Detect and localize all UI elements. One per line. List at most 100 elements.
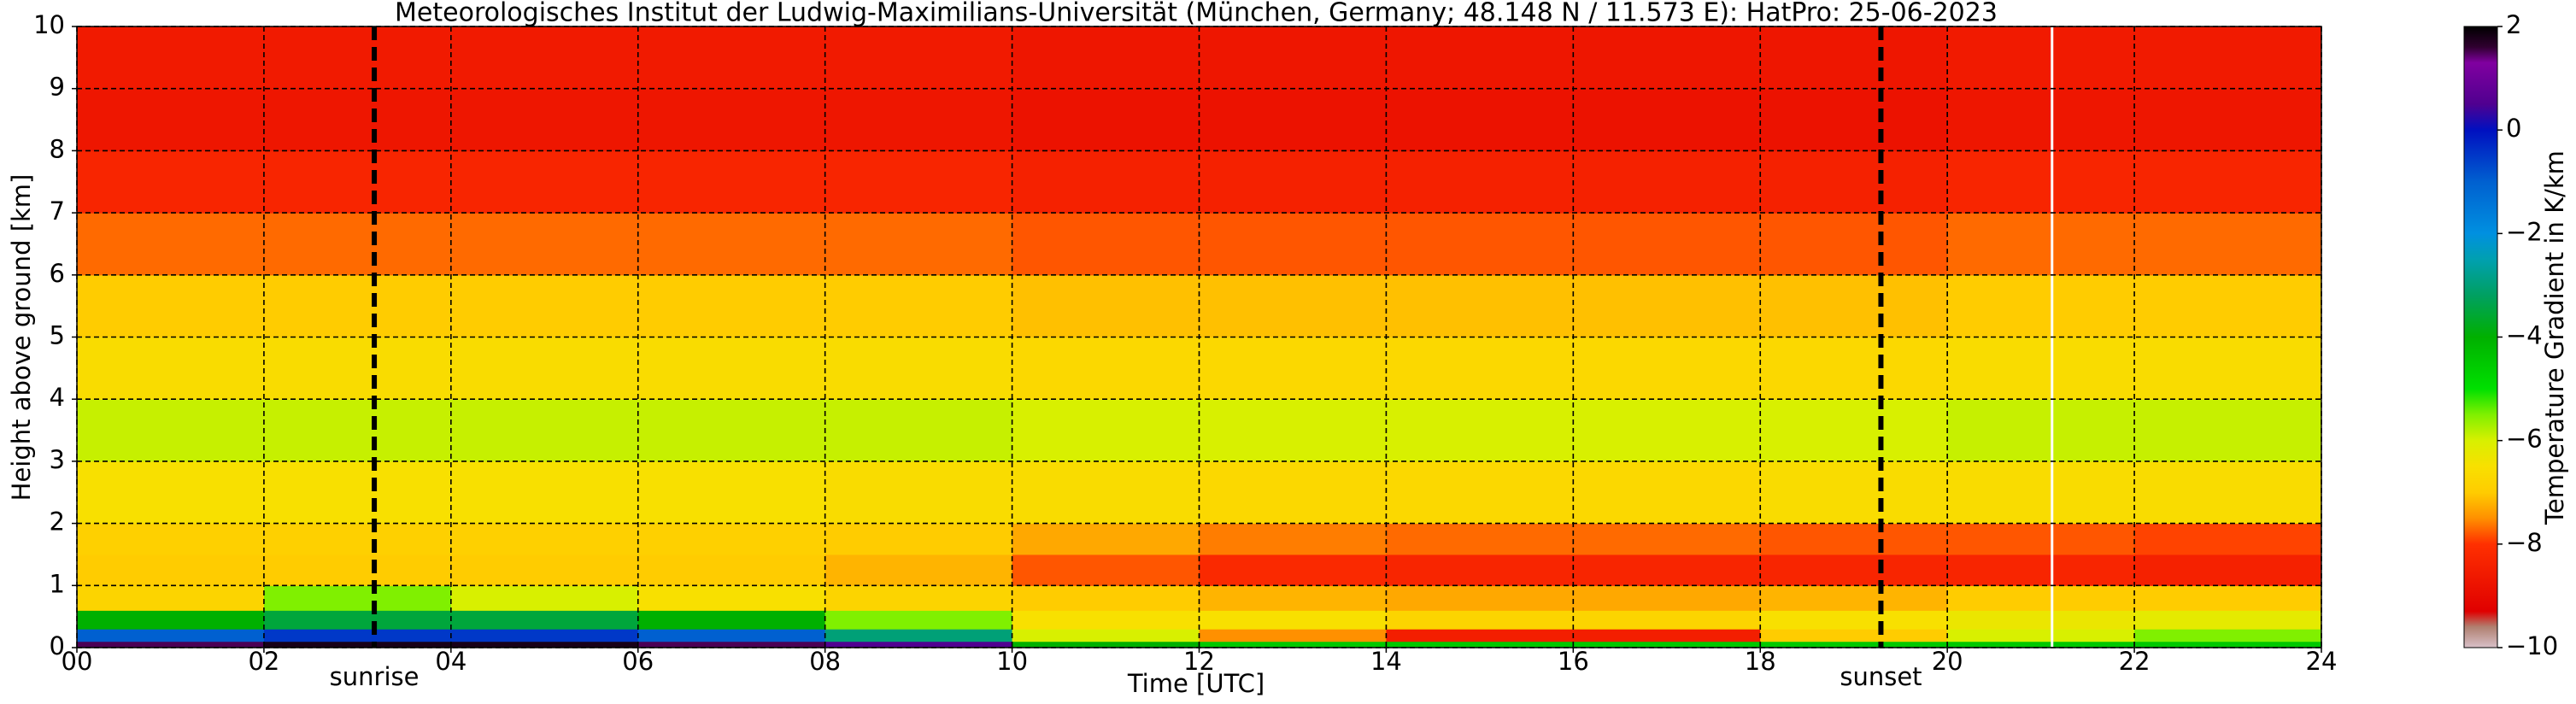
heatmap-cell: [1760, 399, 1948, 462]
heatmap-cell: [824, 213, 1013, 276]
heatmap-cell: [77, 629, 265, 642]
heatmap-cell: [263, 399, 452, 462]
heatmap-cell: [1199, 585, 1387, 611]
heatmap-cell: [1947, 585, 2135, 611]
x-axis-label: Time [UTC]: [1127, 669, 1265, 698]
heatmap-cell: [1199, 150, 1387, 214]
heatmap-cell: [77, 399, 265, 462]
heatmap-cell: [450, 150, 639, 214]
heatmap-cell: [1947, 629, 2135, 642]
heatmap-cell: [77, 88, 265, 151]
x-tick-label: 06: [622, 647, 654, 676]
heatmap-cell: [1386, 26, 1574, 90]
heatmap-cell: [2134, 610, 2322, 630]
heatmap-cell: [77, 641, 265, 648]
heatmap-cell: [824, 337, 1013, 400]
heatmap-cell: [1573, 26, 1761, 90]
heatmap-cell: [1760, 629, 1948, 642]
y-tick-label: 7: [50, 197, 65, 226]
heatmap-cell: [1386, 461, 1574, 525]
heatmap-cell: [450, 337, 639, 400]
heatmap-cell: [77, 150, 265, 214]
heatmap-cell: [263, 274, 452, 337]
heatmap-cell: [263, 88, 452, 151]
y-tick-label: 1: [50, 569, 65, 598]
heatmap-cell: [637, 629, 826, 642]
heatmap-cell: [1760, 26, 1948, 90]
heatmap-cell: [1760, 150, 1948, 214]
y-tick-label: 6: [50, 259, 65, 288]
heatmap-cell: [637, 523, 826, 555]
heatmap-cell: [450, 213, 639, 276]
heatmap-cell: [1012, 641, 1200, 648]
heatmap-cell: [1012, 523, 1200, 555]
heatmap-cell: [450, 88, 639, 151]
heatmap-cell: [1012, 554, 1200, 586]
heatmap-cell: [824, 641, 1013, 648]
y-tick-label: 4: [50, 383, 65, 412]
heatmap-cell: [1573, 88, 1761, 151]
heatmap-cell: [637, 26, 826, 90]
y-tick-label: 0: [50, 631, 65, 660]
heatmap-cell: [1947, 337, 2135, 400]
heatmap-cell: [1760, 88, 1948, 151]
heatmap-cell: [1386, 213, 1574, 276]
heatmap-cell: [263, 554, 452, 586]
heatmap-cell: [1199, 88, 1387, 151]
heatmap-cell: [1760, 641, 1948, 648]
heatmap-cell: [1012, 213, 1200, 276]
heatmap-cell: [1012, 274, 1200, 337]
colorbar-tick-label: −8: [2506, 528, 2543, 557]
heatmap-cell: [824, 399, 1013, 462]
heatmap-cell: [1573, 641, 1761, 648]
heatmap-cell: [2134, 337, 2322, 400]
heatmap-cell: [637, 610, 826, 630]
heatmap-cell: [1012, 461, 1200, 525]
x-tick-label: 22: [2119, 647, 2151, 676]
heatmap-cell: [1012, 585, 1200, 611]
heatmap-cell: [1573, 399, 1761, 462]
heatmap-cell: [77, 610, 265, 630]
plot-frame: [76, 26, 2322, 648]
heatmap-cell: [263, 641, 452, 648]
heatmap-cell: [1760, 554, 1948, 586]
heatmap-cell: [824, 150, 1013, 214]
heatmap-cell: [1199, 641, 1387, 648]
heatmap-cell: [1012, 26, 1200, 90]
y-tick-label: 10: [33, 10, 65, 39]
heatmap-cell: [1760, 337, 1948, 400]
heatmap-cell: [824, 523, 1013, 555]
heatmap-cell: [77, 274, 265, 337]
heatmap-cell: [1573, 585, 1761, 611]
colorbar-tick-label: −4: [2506, 321, 2543, 350]
heatmap-cell: [1573, 213, 1761, 276]
heatmap-cell: [824, 461, 1013, 525]
heatmap-cell: [1386, 610, 1574, 630]
heatmap-cell: [1199, 274, 1387, 337]
annotation-label: sunset: [1840, 662, 1922, 691]
heatmap-cell: [1199, 399, 1387, 462]
heatmap-cell: [450, 399, 639, 462]
heatmap-cell: [2134, 213, 2322, 276]
x-tick-label: 12: [1183, 647, 1215, 676]
heatmap-cell: [1012, 399, 1200, 462]
heatmap-cell: [450, 523, 639, 555]
heatmap-cell: [1012, 337, 1200, 400]
heatmap-cell: [637, 461, 826, 525]
heatmap-cell: [1947, 274, 2135, 337]
heatmap-cell: [2134, 629, 2322, 642]
heatmap-cell: [2134, 585, 2322, 611]
heatmap-cell: [824, 629, 1013, 642]
heatmap-cell: [1199, 213, 1387, 276]
heatmap-cell: [2134, 461, 2322, 525]
colorbar-tick-label: −6: [2506, 425, 2543, 454]
heatmap-cell: [1012, 150, 1200, 214]
heatmap-cell: [1573, 461, 1761, 525]
heatmap-cell: [263, 629, 452, 642]
heatmap-cell: [1386, 274, 1574, 337]
heatmap-cell: [1386, 554, 1574, 586]
heatmap-cell: [1760, 213, 1948, 276]
heatmap-cell: [1199, 610, 1387, 630]
colorbar-label: Temperature Gradient in K/km: [2540, 150, 2569, 525]
heatmap-cell: [824, 26, 1013, 90]
